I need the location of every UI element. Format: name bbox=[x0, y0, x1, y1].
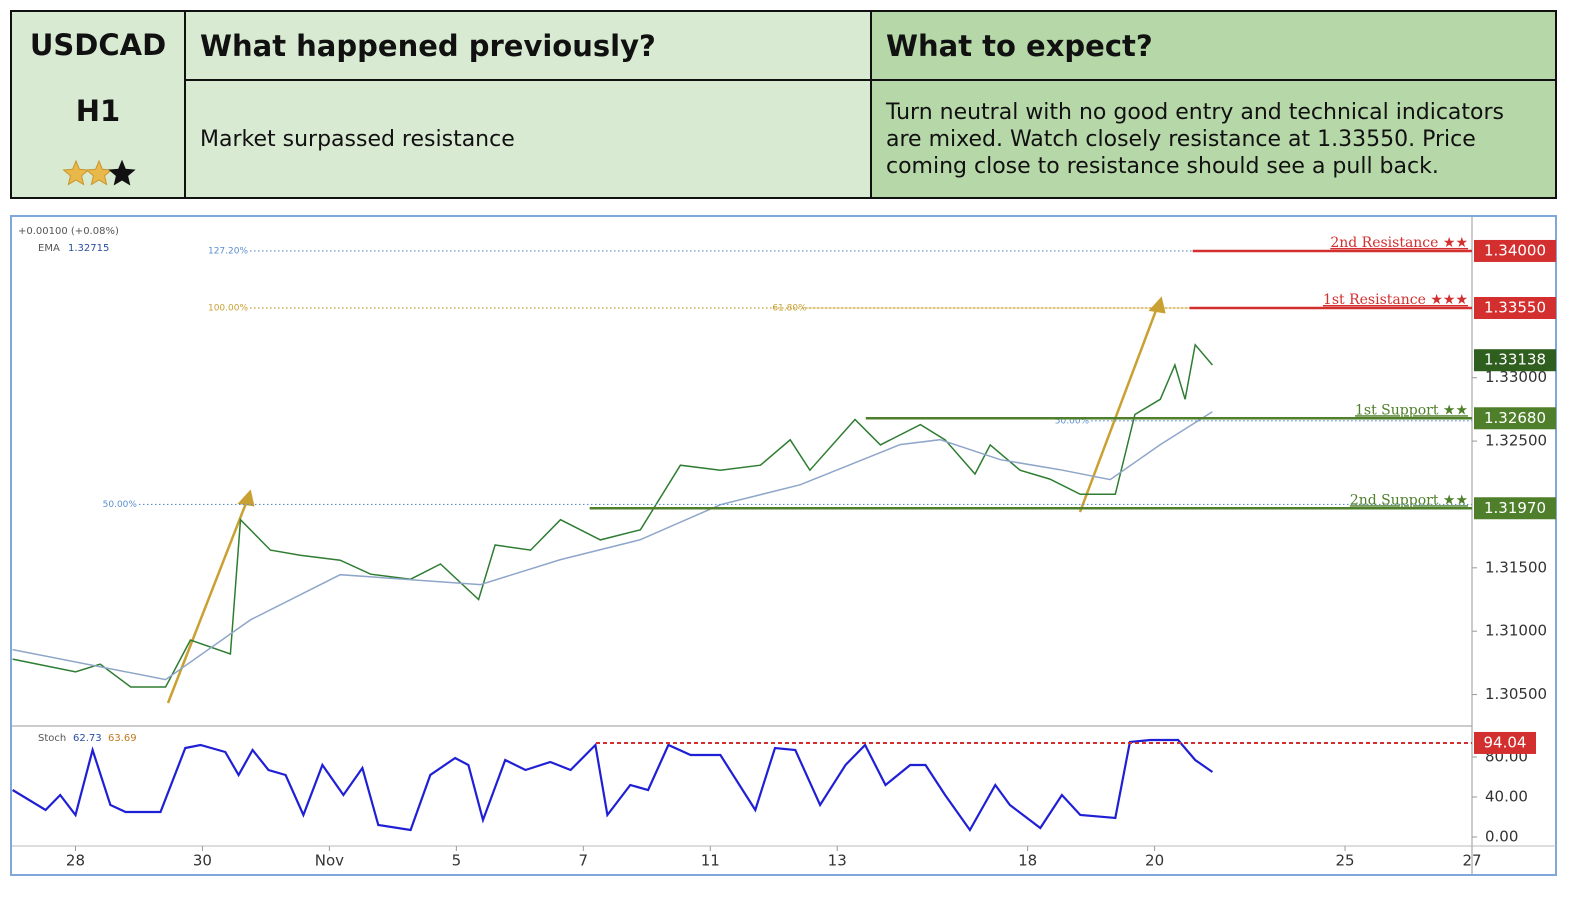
series-line bbox=[12, 738, 1214, 833]
level-label: 1.33550 bbox=[1484, 298, 1546, 316]
y-tick-label: 1.32500 bbox=[1485, 432, 1547, 450]
level-name: 2nd Support ★★ bbox=[1350, 492, 1468, 508]
header-cell: What to expect? bbox=[870, 10, 1557, 81]
x-tick-label: 25 bbox=[1335, 852, 1354, 870]
star bbox=[85, 159, 113, 186]
x-tick-label: 30 bbox=[193, 852, 212, 870]
arrow-head bbox=[1148, 296, 1166, 314]
level-name: 2nd Resistance ★★ bbox=[1330, 235, 1468, 251]
chart-frame bbox=[10, 215, 1557, 876]
stoch-level-label: 94.04 bbox=[1484, 733, 1527, 751]
stoch-level-box bbox=[1474, 731, 1536, 754]
x-tick-label: Nov bbox=[315, 852, 344, 870]
series-line bbox=[12, 343, 1213, 688]
y-tick-label: 1.33000 bbox=[1485, 368, 1547, 386]
body-cell: Market surpassed resistance bbox=[184, 79, 872, 199]
fib-label: 127.20% bbox=[208, 246, 248, 256]
indicator-value: 63.69 bbox=[108, 733, 137, 744]
body-cell: Turn neutral with no good entry and tech… bbox=[870, 79, 1557, 199]
level-box bbox=[1474, 239, 1556, 262]
rating bbox=[62, 159, 136, 186]
indicator-value: 1.32715 bbox=[68, 243, 109, 254]
price-box bbox=[1474, 349, 1556, 372]
x-tick-label: 20 bbox=[1145, 852, 1164, 870]
pair: USDCAD bbox=[29, 28, 167, 62]
x-tick-label: 28 bbox=[66, 852, 85, 870]
x-tick-label: 11 bbox=[701, 852, 720, 870]
level-label: 1.32680 bbox=[1484, 409, 1546, 427]
arrow-head bbox=[237, 489, 255, 507]
header: What happened previously? bbox=[200, 28, 656, 63]
arrow bbox=[166, 497, 250, 704]
arrows bbox=[166, 296, 1166, 704]
y-tick-label: 1.30500 bbox=[1485, 685, 1547, 703]
y-tick-label: 1.31000 bbox=[1485, 622, 1547, 640]
star bbox=[62, 159, 90, 186]
level-label: 1.31970 bbox=[1484, 499, 1546, 517]
x-tick-label: 13 bbox=[828, 852, 847, 870]
level-box bbox=[1474, 407, 1556, 430]
series-line bbox=[12, 411, 1213, 681]
fib-label: 100.00% bbox=[208, 303, 248, 313]
level-name: 1st Support ★★ bbox=[1355, 402, 1468, 418]
x-tick-label: 27 bbox=[1462, 852, 1481, 870]
cell-text: Turn neutral with no good entry and tech… bbox=[886, 99, 1505, 179]
fib-label: 50.00% bbox=[1055, 416, 1090, 426]
level-label: 1.34000 bbox=[1484, 241, 1546, 259]
x-tick-label: 18 bbox=[1018, 852, 1037, 870]
fib-label: 61.80% bbox=[772, 303, 807, 313]
level-box bbox=[1474, 296, 1556, 319]
fib-label: 50.00% bbox=[103, 500, 138, 510]
y-tick-label: 0.00 bbox=[1485, 828, 1518, 846]
price-label: 1.33138 bbox=[1484, 351, 1546, 369]
x-tick-label: 7 bbox=[579, 852, 589, 870]
change-label: +0.00100 (+0.08%) bbox=[18, 226, 119, 237]
timeframe: H1 bbox=[75, 94, 121, 128]
cell-text: Market surpassed resistance bbox=[200, 126, 515, 152]
pair-cell: USDCAD H1 bbox=[10, 10, 186, 199]
indicator-name: EMA bbox=[38, 243, 60, 254]
star bbox=[108, 159, 136, 186]
y-tick-label: 40.00 bbox=[1485, 788, 1528, 806]
x-tick-label: 5 bbox=[452, 852, 462, 870]
arrow bbox=[1078, 304, 1160, 513]
level-name: 1st Resistance ★★★ bbox=[1323, 292, 1468, 308]
level-box bbox=[1474, 497, 1556, 520]
y-tick-label: 1.31500 bbox=[1485, 558, 1547, 576]
indicator-value: 62.73 bbox=[73, 733, 102, 744]
header: What to expect? bbox=[886, 28, 1153, 63]
indicator-name: Stoch bbox=[38, 733, 66, 744]
